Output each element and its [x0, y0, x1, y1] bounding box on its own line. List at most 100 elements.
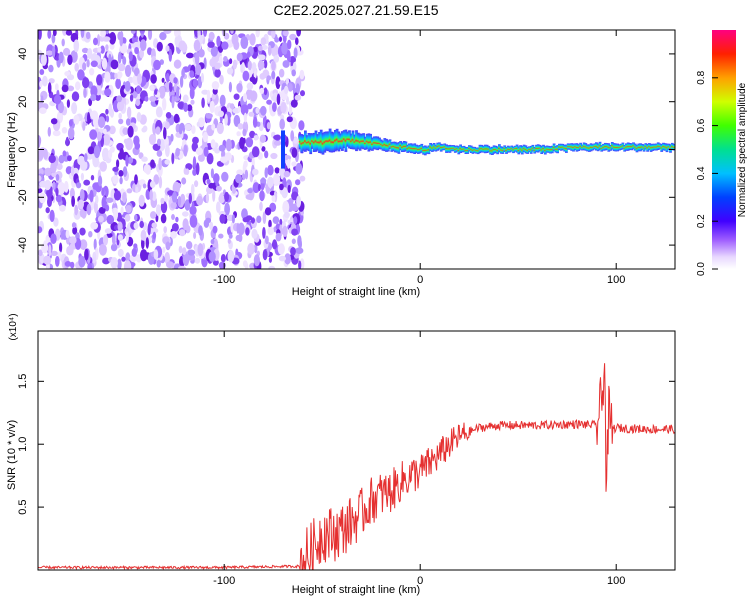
y-tick-label: -40 — [17, 237, 29, 253]
track-segment — [669, 144, 672, 153]
noise-blob — [267, 164, 274, 176]
track-segment — [383, 138, 387, 152]
noise-blob — [253, 254, 260, 267]
noise-blob — [38, 149, 44, 161]
noise-blob — [279, 68, 285, 78]
noise-blob — [100, 30, 106, 38]
noise-blob — [290, 247, 296, 256]
noise-blob — [170, 133, 174, 142]
y-tick-label: 1.5 — [17, 374, 29, 389]
track-segment — [464, 147, 468, 154]
noise-blob — [144, 96, 149, 102]
noise-blob — [110, 257, 118, 269]
track-segment — [565, 144, 568, 153]
track-segment — [318, 132, 321, 153]
noise-blob — [206, 89, 211, 103]
noise-blob — [219, 94, 226, 107]
noise-blob — [239, 137, 245, 150]
track-segment — [640, 143, 644, 151]
noise-blob — [171, 191, 178, 204]
noise-blob — [49, 209, 55, 222]
noise-blob — [65, 30, 73, 36]
track-segment — [566, 143, 570, 150]
noise-blob — [150, 211, 157, 219]
noise-blob — [201, 97, 205, 109]
noise-blob — [220, 254, 226, 263]
noise-blob — [209, 58, 216, 68]
noise-blob — [266, 75, 272, 81]
noise-blob — [236, 52, 243, 62]
track-segment — [593, 143, 597, 150]
noise-blob — [268, 265, 276, 269]
noise-blob — [121, 96, 126, 104]
noise-blob — [243, 160, 248, 168]
noise-blob — [119, 35, 123, 47]
noise-blob — [155, 126, 161, 135]
noise-blob — [291, 161, 297, 167]
track-segment — [635, 144, 639, 153]
noise-blob — [236, 169, 244, 176]
noise-blob — [150, 227, 159, 234]
noise-blob — [272, 216, 280, 225]
noise-blob — [102, 134, 111, 146]
noise-blob — [282, 225, 288, 237]
noise-blob — [272, 173, 281, 186]
noise-blob — [117, 248, 124, 258]
track-segment — [476, 147, 480, 155]
noise-blob — [166, 261, 174, 269]
track-segment — [353, 134, 357, 150]
noise-blob — [251, 62, 257, 72]
noise-blob — [117, 258, 122, 269]
noise-blob — [186, 241, 193, 250]
track-segment — [536, 144, 540, 153]
noise-blob — [64, 261, 72, 267]
noise-blob — [101, 57, 108, 70]
track-segment — [614, 143, 618, 152]
noise-blob — [246, 82, 254, 90]
noise-blob — [136, 85, 141, 94]
track-segment — [337, 131, 341, 152]
colorbar-gradient — [712, 30, 736, 269]
noise-blob — [192, 156, 197, 169]
noise-blob — [273, 55, 280, 63]
noise-blob — [162, 246, 166, 253]
track-segment — [429, 143, 432, 152]
noise-blob — [141, 156, 148, 162]
noise-blob — [124, 80, 131, 92]
noise-blob — [227, 67, 234, 75]
track-segment — [302, 134, 305, 151]
x-tick-label: -100 — [213, 575, 235, 587]
noise-blob — [288, 198, 294, 204]
noise-blob — [262, 211, 267, 224]
track-segment — [492, 145, 496, 154]
noise-blob — [253, 46, 258, 53]
noise-blob — [92, 251, 97, 264]
noise-blob — [203, 146, 209, 157]
noise-blob — [165, 112, 172, 119]
colorbar-axis: 0.0 0.2 0.4 0.6 0.8 — [696, 70, 718, 276]
track-segment — [374, 136, 378, 150]
track-segment — [626, 142, 630, 151]
noise-blob — [215, 185, 222, 192]
noise-blob — [291, 228, 298, 236]
track-segment — [485, 144, 489, 153]
noise-blob — [156, 150, 163, 157]
track-segment — [459, 144, 462, 153]
track-segment — [411, 144, 415, 154]
noise-blob — [170, 231, 178, 239]
noise-blob — [123, 138, 129, 144]
noise-blob — [284, 253, 291, 265]
track-segment — [461, 146, 464, 153]
track-segment — [542, 144, 545, 153]
noise-blob — [59, 204, 66, 212]
track-segment — [595, 142, 598, 151]
noise-blob — [122, 127, 129, 135]
noise-blob — [38, 135, 41, 148]
noise-blob — [48, 154, 56, 164]
noise-blob — [117, 221, 123, 232]
noise-blob — [108, 32, 117, 45]
noise-blob — [116, 95, 123, 103]
track-segment — [469, 145, 473, 153]
noise-blob — [209, 221, 214, 231]
noise-blob — [163, 127, 167, 140]
